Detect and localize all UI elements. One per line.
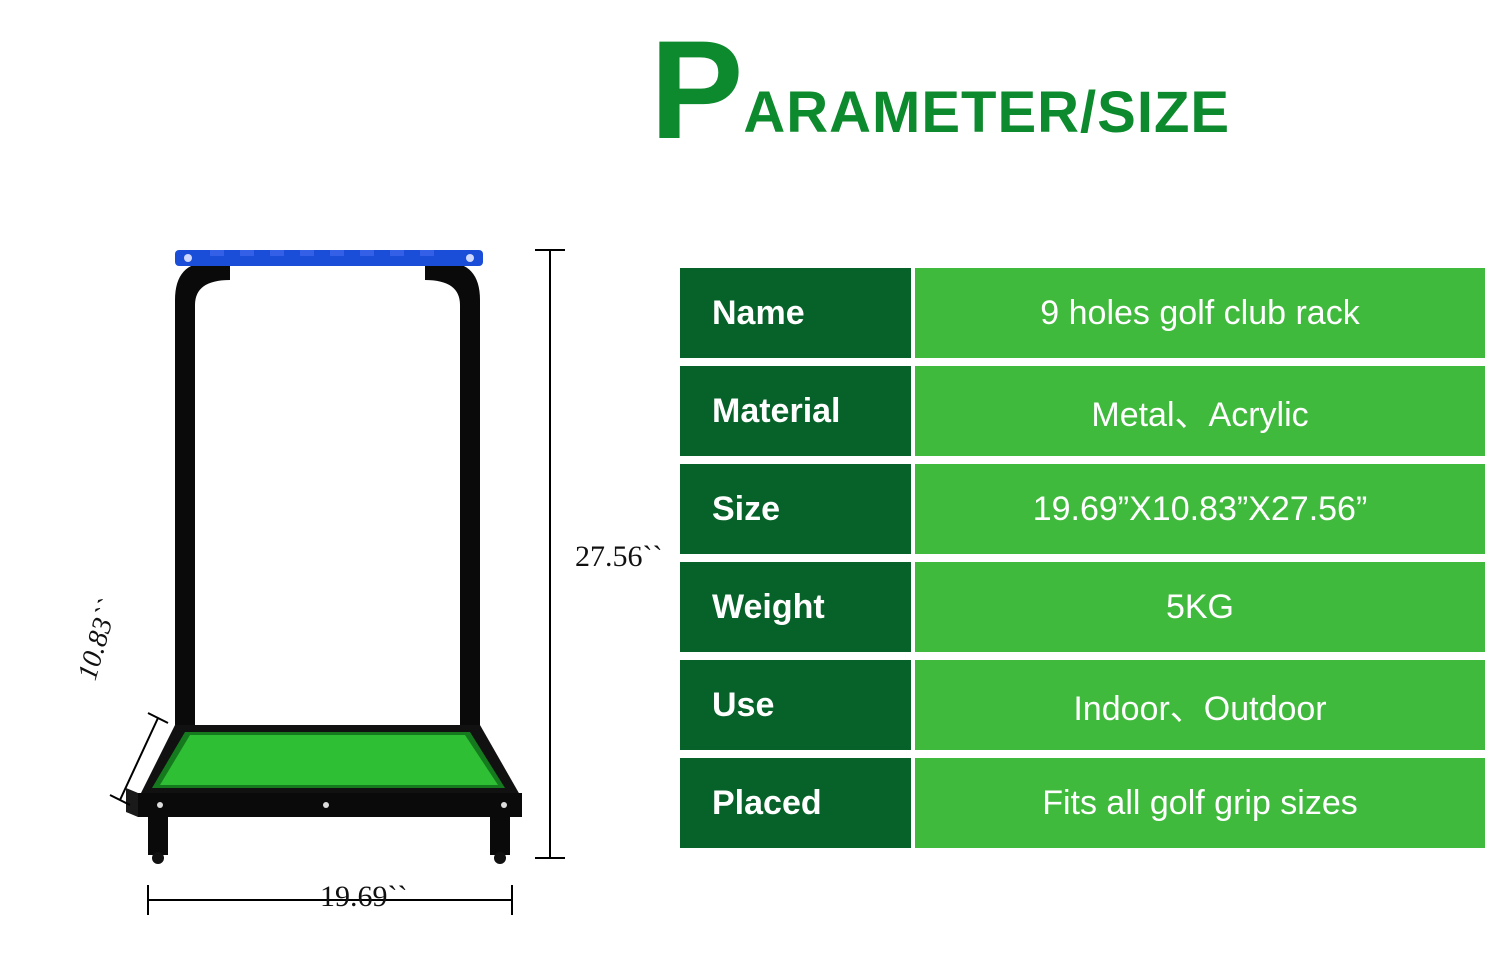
hole-slot	[360, 250, 374, 256]
acrylic-screw	[184, 254, 192, 262]
upright-right	[425, 262, 480, 725]
hole-slot	[210, 250, 224, 256]
hole-slot	[240, 250, 254, 256]
spec-table-body: Name 9 holes golf club rack Material Met…	[680, 268, 1485, 848]
spec-table: Name 9 holes golf club rack Material Met…	[680, 260, 1485, 856]
mat-light	[160, 735, 498, 785]
spec-value: Indoor、Outdoor	[915, 660, 1485, 750]
spec-value: 9 holes golf club rack	[915, 268, 1485, 358]
spec-label: Name	[680, 268, 915, 358]
table-row: Use Indoor、Outdoor	[680, 660, 1485, 750]
hole-slot	[420, 250, 434, 256]
title-big-letter: P	[650, 20, 743, 160]
table-row: Name 9 holes golf club rack	[680, 268, 1485, 358]
page-title: P ARAMETER/SIZE	[650, 20, 1230, 160]
hole-slot	[390, 250, 404, 256]
table-row: Size 19.69”X10.83”X27.56”	[680, 464, 1485, 554]
spec-value: 19.69”X10.83”X27.56”	[915, 464, 1485, 554]
table-row: Material Metal、Acrylic	[680, 366, 1485, 456]
rivet	[157, 802, 163, 808]
hole-slot	[300, 250, 314, 256]
dimension-width-label: 19.69``	[320, 880, 407, 914]
spec-value: Fits all golf grip sizes	[915, 758, 1485, 848]
spec-value: Metal、Acrylic	[915, 366, 1485, 456]
spec-label: Weight	[680, 562, 915, 652]
dim-depth-cap-t	[148, 713, 168, 723]
foot-right	[494, 852, 506, 864]
foot-left	[152, 852, 164, 864]
leg-left	[148, 815, 168, 855]
rivet	[501, 802, 507, 808]
rivet	[323, 802, 329, 808]
tray-front	[138, 793, 522, 817]
product-illustration: 27.56`` 19.69`` 10.83``	[80, 240, 610, 920]
spec-label: Size	[680, 464, 915, 554]
hole-slot	[270, 250, 284, 256]
spec-value: 5KG	[915, 562, 1485, 652]
hole-slot	[330, 250, 344, 256]
dimension-height-label: 27.56``	[575, 540, 662, 574]
acrylic-screw	[466, 254, 474, 262]
table-row: Weight 5KG	[680, 562, 1485, 652]
title-rest: ARAMETER/SIZE	[743, 79, 1230, 146]
spec-label: Use	[680, 660, 915, 750]
spec-label: Placed	[680, 758, 915, 848]
table-row: Placed Fits all golf grip sizes	[680, 758, 1485, 848]
spec-label: Material	[680, 366, 915, 456]
leg-right	[490, 815, 510, 855]
product-svg	[80, 240, 610, 920]
upright-left	[175, 262, 230, 725]
tray-side	[126, 788, 138, 817]
